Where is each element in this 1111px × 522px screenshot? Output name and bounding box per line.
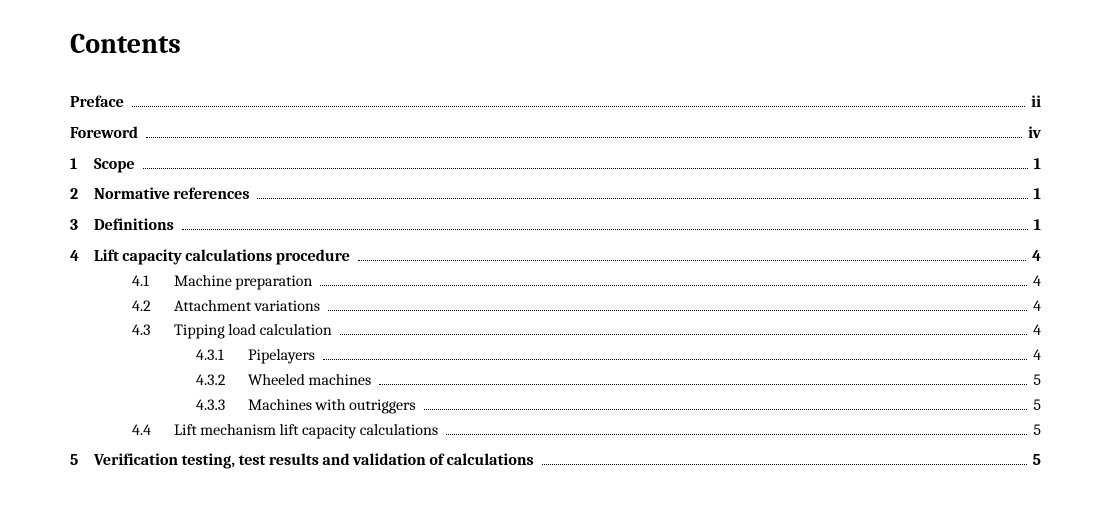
toc-label: Foreword — [70, 121, 142, 146]
toc-label: Machine preparation — [174, 269, 316, 294]
toc-label: Normative references — [94, 182, 253, 207]
toc-page-number: ii — [1029, 90, 1041, 115]
toc-entry: 4Lift capacity calculations procedure4 — [70, 244, 1041, 269]
toc-page-number: 5 — [1031, 368, 1041, 393]
toc-entry: 4.2Attachment variations 4 — [70, 294, 1041, 319]
toc-entry: 4.3.2Wheeled machines 5 — [70, 368, 1041, 393]
toc-leader — [143, 157, 1028, 168]
toc-entry: 2Normative references 1 — [70, 182, 1041, 207]
toc-number: 4.2 — [132, 294, 174, 319]
toc-entry: 4.3.3Machines with outriggers 5 — [70, 393, 1041, 418]
toc-label: Pipelayers — [248, 343, 319, 368]
toc-leader — [182, 219, 1028, 230]
toc-page-number: 5 — [1031, 418, 1041, 443]
toc-number: 4.3.2 — [196, 368, 248, 393]
page-title: Contents — [70, 28, 1041, 60]
toc-entry: 4.3Tipping load calculation 4 — [70, 318, 1041, 343]
toc-page-number: 4 — [1031, 318, 1041, 343]
toc-page-number: 1 — [1032, 182, 1041, 207]
toc-entry: 4.4Lift mechanism lift capacity calculat… — [70, 418, 1041, 443]
toc-page-number: 4 — [1030, 244, 1041, 269]
toc-label: Wheeled machines — [248, 368, 375, 393]
toc-label: Lift capacity calculations procedure — [94, 244, 354, 269]
toc-page-number: 5 — [1031, 448, 1041, 473]
toc-leader — [358, 250, 1026, 261]
toc-entry: 5Verification testing, test results and … — [70, 448, 1041, 473]
toc-number: 4 — [70, 244, 94, 269]
toc-label: Verification testing, test results and v… — [94, 448, 538, 473]
toc-leader — [340, 324, 1027, 335]
page: Contents PrefaceiiForewordiv1Scope12Norm… — [0, 0, 1111, 522]
toc-number: 5 — [70, 448, 94, 473]
toc-entry: Foreword iv — [70, 121, 1041, 146]
toc-leader — [132, 96, 1025, 107]
toc-number: 4.3.1 — [196, 343, 248, 368]
toc-page-number: iv — [1026, 121, 1041, 146]
toc-label: Machines with outriggers — [248, 393, 420, 418]
toc-leader — [542, 454, 1027, 465]
toc-label: Lift mechanism lift capacity calculation… — [174, 418, 442, 443]
toc-leader — [323, 349, 1027, 360]
toc-leader — [320, 274, 1027, 285]
table-of-contents: PrefaceiiForewordiv1Scope12Normative ref… — [70, 90, 1041, 473]
toc-leader — [446, 423, 1027, 434]
toc-label: Attachment variations — [174, 294, 324, 319]
toc-number: 4.3 — [132, 318, 174, 343]
toc-number: 2 — [70, 182, 94, 207]
toc-page-number: 4 — [1031, 269, 1041, 294]
toc-number: 3 — [70, 213, 94, 238]
toc-leader — [257, 188, 1027, 199]
toc-page-number: 1 — [1032, 213, 1041, 238]
toc-number: 1 — [70, 152, 94, 177]
toc-number: 4.3.3 — [196, 393, 248, 418]
toc-leader — [328, 299, 1027, 310]
toc-page-number: 4 — [1031, 343, 1041, 368]
toc-leader — [424, 398, 1028, 409]
toc-number: 4.4 — [132, 418, 174, 443]
toc-page-number: 5 — [1031, 393, 1041, 418]
toc-entry: 4.1Machine preparation 4 — [70, 269, 1041, 294]
toc-entry: 1Scope1 — [70, 152, 1041, 177]
toc-entry: 4.3.1Pipelayers 4 — [70, 343, 1041, 368]
toc-leader — [146, 126, 1022, 137]
toc-page-number: 4 — [1031, 294, 1041, 319]
toc-label: Definitions — [94, 213, 178, 238]
toc-page-number: 1 — [1032, 152, 1041, 177]
toc-label: Tipping load calculation — [174, 318, 336, 343]
toc-entry: 3Definitions 1 — [70, 213, 1041, 238]
toc-entry: Preface ii — [70, 90, 1041, 115]
toc-label: Scope — [94, 152, 139, 177]
toc-leader — [379, 374, 1027, 385]
toc-number: 4.1 — [132, 269, 174, 294]
toc-label: Preface — [70, 90, 128, 115]
